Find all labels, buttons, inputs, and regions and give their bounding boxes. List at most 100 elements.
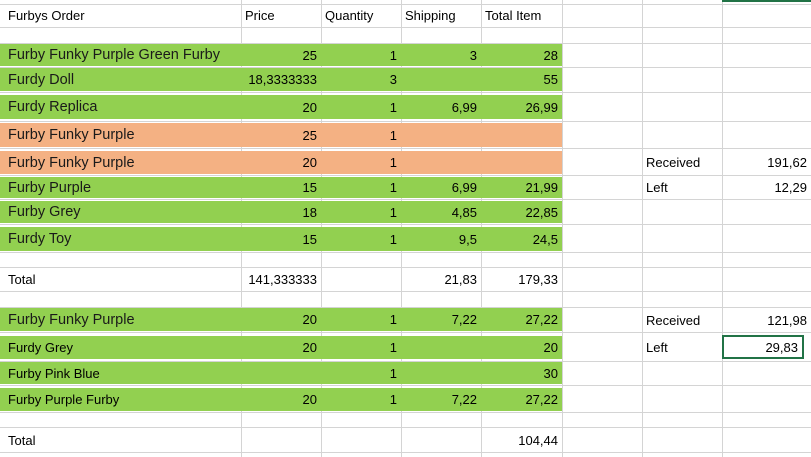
order-shipping[interactable] [401, 68, 481, 91]
left-value-selected-cell[interactable]: 29,83 [722, 335, 804, 359]
received-label[interactable]: Received [646, 312, 701, 328]
order-shipping[interactable]: 6,99 [451, 99, 477, 115]
order-shipping[interactable] [401, 123, 481, 147]
header-price[interactable]: Price [245, 8, 275, 23]
order-shipping[interactable]: 9,5 [458, 231, 477, 247]
order-total[interactable] [481, 151, 562, 174]
received-label[interactable]: Received [646, 155, 701, 170]
left-value[interactable]: 12,29 [774, 180, 807, 195]
order-price[interactable]: 20 [302, 340, 317, 355]
total-item[interactable]: 179,33 [518, 272, 558, 287]
total-shipping[interactable]: 21,83 [444, 272, 477, 287]
order-total[interactable] [481, 123, 562, 147]
order-quantity[interactable]: 1 [389, 392, 397, 407]
total-price[interactable]: 141,333333 [248, 272, 317, 287]
gridline [0, 43, 811, 44]
left-label[interactable]: Left [646, 339, 668, 355]
order-name[interactable]: Furdy Doll [8, 71, 75, 88]
gridline [0, 92, 811, 93]
order-name[interactable]: Furby Funky Purple [8, 311, 135, 328]
order-name[interactable]: Furby Funky Purple Green Furby [8, 47, 220, 63]
order-shipping[interactable] [401, 362, 481, 384]
order-quantity[interactable]: 1 [389, 312, 397, 327]
order-shipping[interactable] [401, 336, 481, 359]
order-name[interactable]: Furby Grey [8, 204, 81, 220]
order-name[interactable]: Furdy Toy [8, 231, 72, 247]
order-name[interactable]: Furdy Replica [8, 99, 98, 115]
order-quantity[interactable]: 1 [389, 204, 397, 220]
order-quantity[interactable]: 1 [389, 155, 397, 170]
order-shipping[interactable]: 4,85 [451, 204, 477, 220]
order-price[interactable]: 25 [302, 47, 317, 63]
order-price[interactable]: 15 [302, 231, 317, 247]
order-price[interactable]: 18 [302, 204, 317, 220]
gridline [0, 291, 811, 292]
order-quantity[interactable]: 1 [389, 180, 397, 195]
order-shipping[interactable]: 3 [469, 47, 477, 63]
order-total[interactable]: 24,5 [532, 231, 558, 247]
total-item[interactable]: 104,44 [518, 432, 558, 448]
gridline [0, 332, 811, 333]
order-quantity[interactable]: 1 [389, 365, 397, 381]
gridline [0, 252, 811, 253]
header-shipping[interactable]: Shipping [405, 8, 456, 23]
gridline [0, 224, 811, 225]
gridline [0, 452, 811, 453]
order-total[interactable]: 27,22 [525, 312, 558, 327]
order-name[interactable]: Furby Purple [8, 179, 92, 196]
order-price[interactable]: 20 [302, 392, 317, 407]
total-label[interactable]: Total [8, 432, 36, 448]
gridline [562, 0, 563, 457]
order-name[interactable]: Furby Funky Purple [8, 154, 135, 171]
order-shipping[interactable]: 6,99 [451, 180, 477, 195]
order-quantity[interactable]: 1 [389, 231, 397, 247]
order-total[interactable]: 22,85 [525, 204, 558, 220]
row-fill [0, 95, 562, 119]
row-fill [0, 227, 562, 251]
gridline [0, 427, 811, 428]
order-shipping[interactable] [401, 151, 481, 174]
order-total[interactable]: 21,99 [525, 180, 558, 195]
order-quantity[interactable]: 1 [389, 127, 397, 143]
order-total[interactable]: 28 [543, 47, 558, 63]
order-quantity[interactable]: 1 [389, 47, 397, 63]
order-quantity[interactable]: 3 [389, 72, 397, 87]
order-total[interactable]: 30 [543, 365, 558, 381]
order-name[interactable]: Furby Pink Blue [8, 365, 100, 381]
order-total[interactable]: 27,22 [525, 392, 558, 407]
order-name[interactable]: Furby Purple Furby [8, 392, 120, 407]
order-price[interactable]: 20 [302, 155, 317, 170]
order-shipping[interactable]: 7,22 [451, 312, 477, 327]
row-fill [0, 123, 562, 147]
order-price[interactable]: 18,3333333 [248, 72, 317, 87]
header-total-item[interactable]: Total Item [485, 8, 542, 23]
column-selection-indicator [722, 0, 811, 2]
order-shipping[interactable]: 7,22 [451, 392, 477, 407]
gridline [0, 307, 811, 308]
gridline [0, 385, 811, 386]
order-price[interactable]: 25 [302, 127, 317, 143]
order-price[interactable]: 20 [302, 99, 317, 115]
order-total[interactable]: 55 [543, 72, 558, 87]
gridline [0, 27, 811, 28]
left-label[interactable]: Left [646, 180, 668, 195]
received-value[interactable]: 121,98 [767, 312, 807, 328]
row-fill [0, 151, 562, 174]
total-label[interactable]: Total [8, 272, 36, 287]
order-name[interactable]: Furby Funky Purple [8, 127, 135, 143]
order-name[interactable]: Furdy Grey [8, 340, 74, 355]
row-fill [0, 177, 562, 198]
row-fill [0, 201, 562, 223]
order-price[interactable]: 15 [302, 180, 317, 195]
order-quantity[interactable]: 1 [389, 99, 397, 115]
order-price[interactable]: 20 [302, 312, 317, 327]
header-name[interactable]: Furbys Order [8, 8, 85, 23]
row-fill [0, 44, 562, 66]
received-value[interactable]: 191,62 [767, 155, 807, 170]
order-quantity[interactable]: 1 [389, 340, 397, 355]
order-price[interactable] [241, 362, 321, 384]
header-quantity[interactable]: Quantity [325, 8, 374, 23]
order-total[interactable]: 26,99 [525, 99, 558, 115]
order-total[interactable]: 20 [543, 340, 558, 355]
